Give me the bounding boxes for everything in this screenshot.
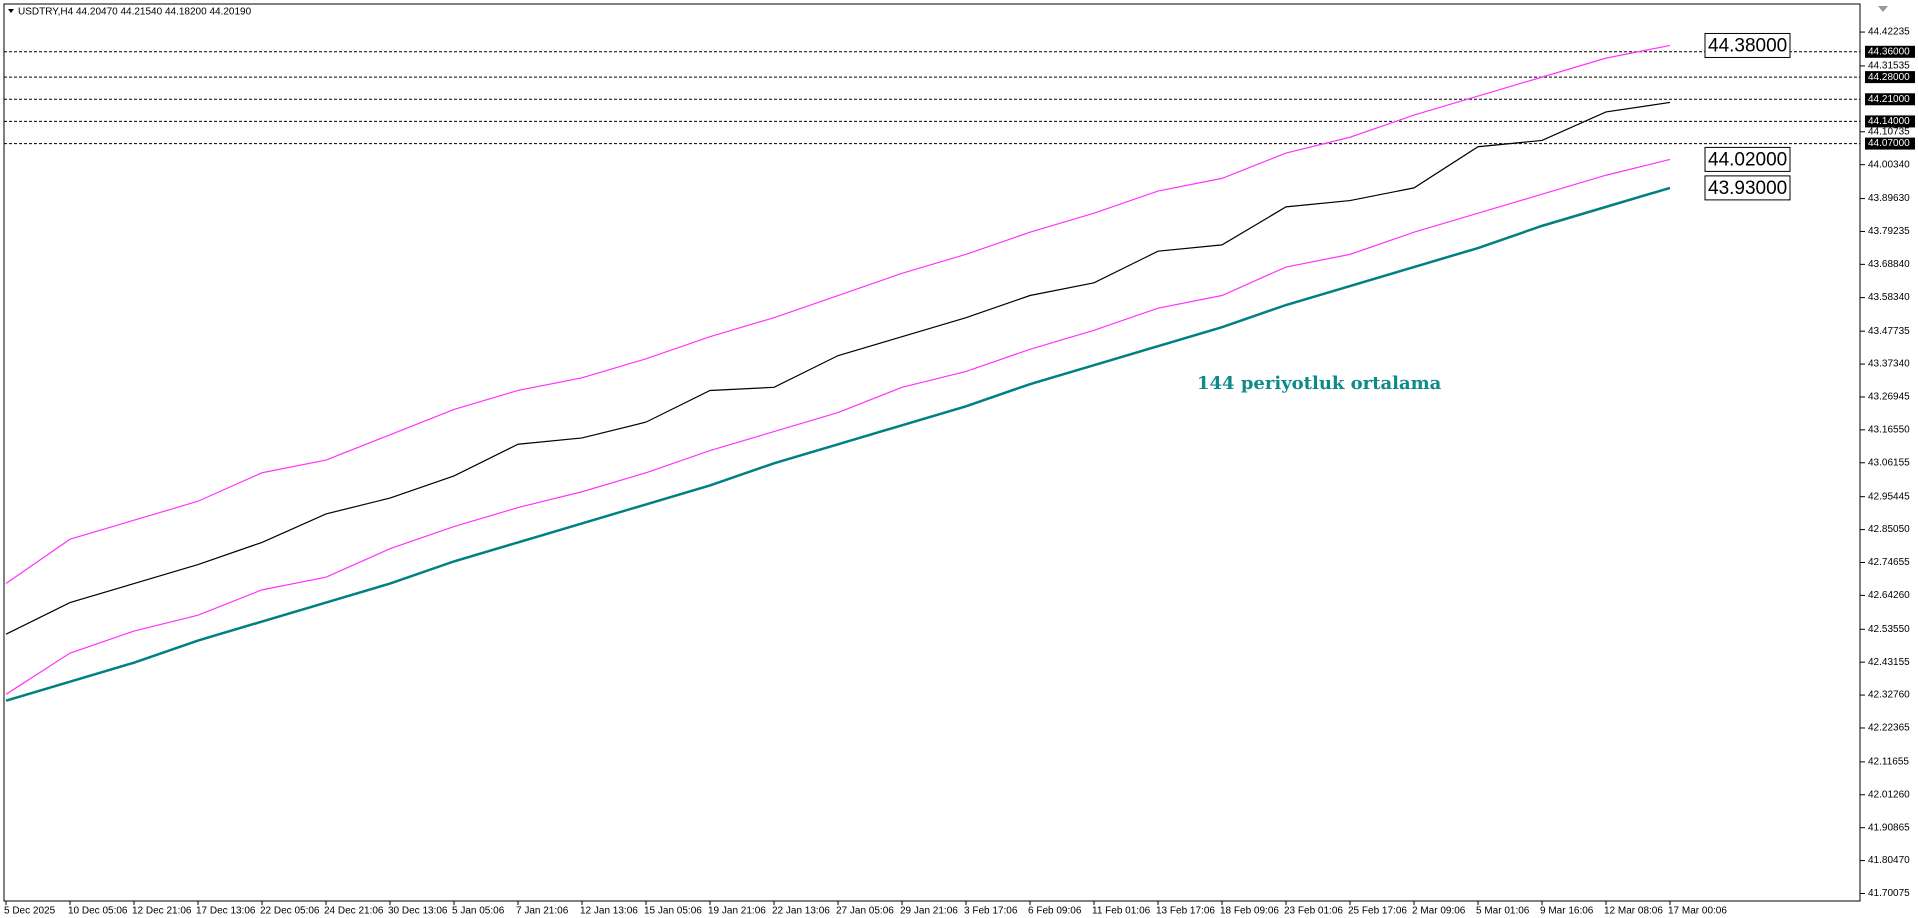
y-tick-label: 41.80470 [1868,855,1910,866]
x-tick-label: 17 Mar 00:06 [1668,906,1727,917]
y-tick-label: 44.10735 [1868,126,1910,137]
x-tick-label: 5 Jan 05:06 [452,906,505,917]
corner-icon [1878,6,1888,12]
x-tick-label: 15 Jan 05:06 [644,906,702,917]
y-tick-label: 42.85050 [1868,524,1910,535]
y-tick-label: 43.26945 [1868,392,1910,403]
level-box [1865,45,1915,58]
price-label: 44.38000 [1708,35,1787,56]
x-tick-label: 7 Jan 21:06 [516,906,569,917]
y-tick-label: 42.11655 [1868,757,1909,768]
menu-arrow[interactable] [8,9,14,13]
x-tick-label: 30 Dec 13:06 [388,906,448,917]
x-tick-label: 11 Feb 01:06 [1092,906,1151,917]
y-tick-label: 42.22365 [1868,723,1910,734]
x-tick-label: 24 Dec 21:06 [324,906,384,917]
x-tick-label: 23 Feb 01:06 [1284,906,1343,917]
y-tick-label: 44.00340 [1868,159,1910,170]
y-tick-label: 42.01260 [1868,789,1910,800]
x-tick-label: 12 Mar 08:06 [1604,906,1663,917]
x-tick-label: 18 Feb 09:06 [1220,906,1279,917]
y-tick-label: 43.47735 [1868,326,1910,337]
y-tick-label: 41.90865 [1868,822,1910,833]
level-box [1865,71,1915,84]
header: USDTRY,H4 44.20470 44.21540 44.18200 44.… [18,7,252,18]
x-tick-label: 2 Mar 09:06 [1412,906,1466,917]
level-label: 44.28000 [1868,72,1910,83]
price-label: 44.02000 [1708,149,1787,170]
price-box [1704,175,1791,201]
x-tick-label: 27 Jan 05:06 [836,906,894,917]
y-tick-label: 43.68840 [1868,259,1910,270]
x-tick-label: 29 Jan 21:06 [900,906,958,917]
y-tick-label: 41.70075 [1868,888,1910,899]
x-tick-label: 3 Feb 17:06 [964,906,1018,917]
level-label: 44.36000 [1868,46,1910,57]
x-tick-label: 5 Dec 2025 [4,906,56,917]
x-tick-label: 22 Dec 05:06 [260,906,320,917]
y-tick-label: 43.37340 [1868,359,1910,370]
x-tick-label: 17 Dec 13:06 [196,906,256,917]
x-tick-label: 5 Mar 01:06 [1476,906,1530,917]
y-tick-label: 44.31535 [1868,61,1910,72]
y-tick-label: 42.64260 [1868,590,1910,601]
x-tick-label: 25 Feb 17:06 [1348,906,1407,917]
series-line [5,158,1671,695]
y-tick-label: 42.95445 [1868,491,1910,502]
x-tick-label: 22 Jan 13:06 [772,906,830,917]
y-tick-label: 42.32760 [1868,690,1910,701]
x-tick-label: 12 Dec 21:06 [132,906,192,917]
x-tick-label: 6 Feb 09:06 [1028,906,1082,917]
y-tick-label: 44.42235 [1868,27,1910,38]
level-box [1865,93,1915,106]
level-box [1865,137,1915,150]
y-tick-label: 43.16550 [1868,425,1910,436]
x-tick-label: 10 Dec 05:06 [68,906,128,917]
series-line [5,186,1671,702]
y-tick-label: 42.53550 [1868,624,1910,635]
price-box [1704,32,1791,58]
y-tick-label: 43.58340 [1868,292,1910,303]
x-tick-label: 13 Feb 17:06 [1156,906,1215,917]
level-label: 44.07000 [1868,138,1910,149]
level-label: 44.14000 [1868,116,1910,127]
x-tick-label: 9 Mar 16:06 [1540,906,1594,917]
y-tick-label: 43.89630 [1868,193,1910,204]
series-line [5,44,1671,585]
y-tick-label: 43.06155 [1868,457,1910,468]
annotation: 144 periyotluk ortalama [1197,373,1442,394]
series-line [5,101,1671,635]
price-box [1704,146,1791,172]
plot-frame [3,3,1861,902]
price-label: 43.93000 [1708,178,1787,199]
y-tick-label: 42.74655 [1868,557,1910,568]
level-label: 44.21000 [1868,94,1910,105]
x-tick-label: 12 Jan 13:06 [580,906,638,917]
y-tick-label: 42.43155 [1868,657,1910,668]
y-tick-label: 43.79235 [1868,226,1910,237]
x-tick-label: 19 Jan 21:06 [708,906,766,917]
level-box [1865,115,1915,128]
